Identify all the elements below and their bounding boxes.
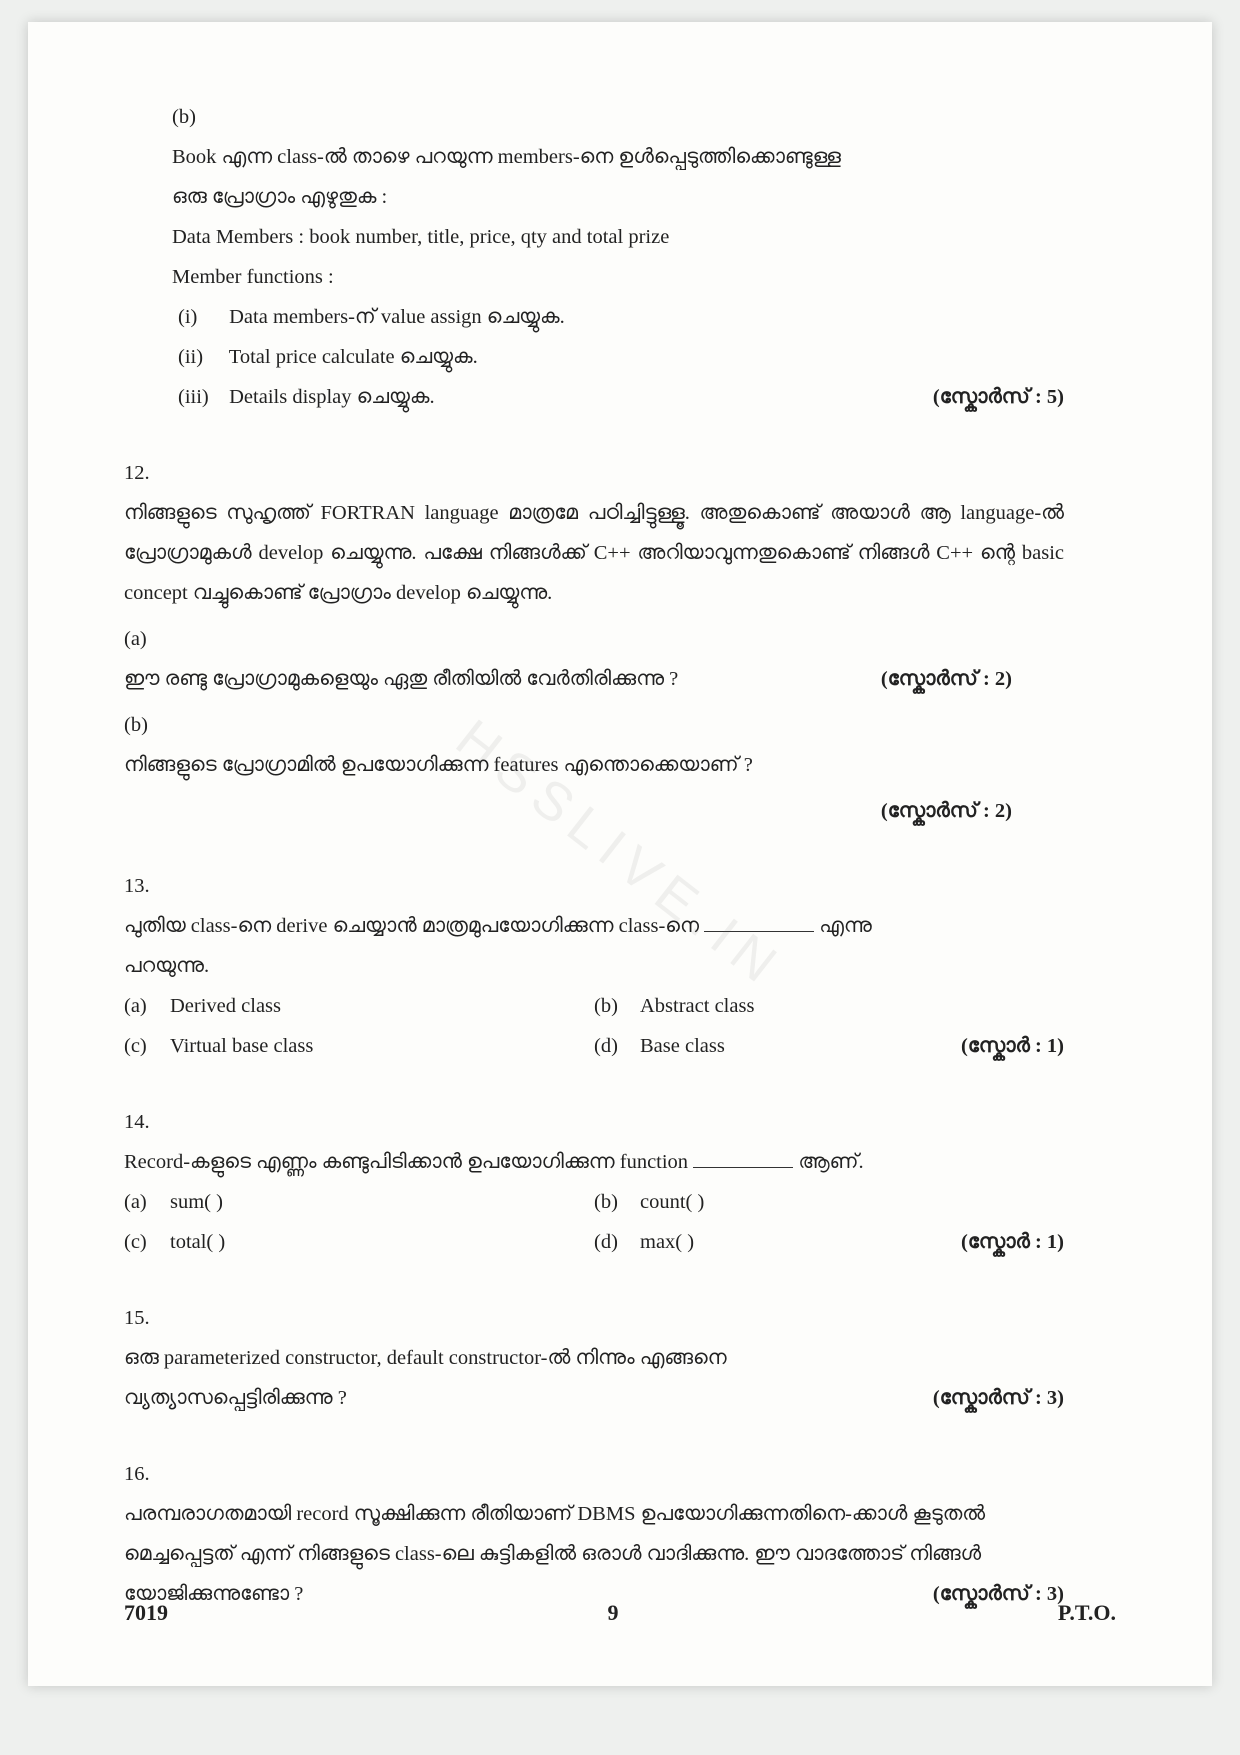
- content-area: (b) Book എന്ന class-ൽ താഴെ പറയുന്ന membe…: [124, 98, 1116, 1615]
- q12-num: 12.: [124, 454, 172, 494]
- q14-d-l: (d): [594, 1223, 640, 1263]
- q12a-score: (സ്കോർസ് : 2): [881, 660, 1012, 700]
- q13-num: 13.: [124, 867, 172, 907]
- q14-blank: [693, 1150, 793, 1168]
- q13-blank: [704, 914, 814, 932]
- q13-d-l: (d): [594, 1027, 640, 1067]
- q12: 12. നിങ്ങളുടെ സുഹൃത്ത് FORTRAN language …: [124, 454, 1116, 832]
- q13-c-l: (c): [124, 1027, 170, 1067]
- q14-a-l: (a): [124, 1183, 170, 1223]
- q13-stem-line2: പറയുന്നു.: [124, 947, 1064, 987]
- q15-line2: വ്യത്യാസപ്പെട്ടിരിക്കുന്നു ?: [124, 1387, 347, 1409]
- q13-a-t: Derived class: [170, 995, 281, 1017]
- q13-a-l: (a): [124, 987, 170, 1027]
- q16: 16. പരമ്പരാഗതമായി record സൂക്ഷിക്കുന്ന ര…: [124, 1455, 1116, 1615]
- q11b: (b) Book എന്ന class-ൽ താഴെ പറയുന്ന membe…: [124, 98, 1116, 418]
- q12a-label: (a): [124, 620, 172, 660]
- q12-body: നിങ്ങളുടെ സുഹൃത്ത് FORTRAN language മാത്…: [124, 494, 1064, 614]
- q14-stem-pre: Record-കളുടെ എണ്ണം കണ്ടുപിടിക്കാൻ ഉപയോഗി…: [124, 1151, 693, 1173]
- q12b-text: നിങ്ങളുടെ പ്രോഗ്രാമിൽ ഉപയോഗിക്കുന്ന feat…: [124, 754, 753, 776]
- q13-stem-pre: പുതിയ class-നെ derive ചെയ്യാൻ മാത്രമുപയോ…: [124, 915, 704, 937]
- q15-line1: ഒരു parameterized constructor, default c…: [124, 1339, 1064, 1379]
- q14-c-l: (c): [124, 1223, 170, 1263]
- q11b-i-text: Data members-ന് value assign ചെയ്യുക.: [229, 306, 565, 328]
- pto-label: P.T.O.: [1058, 1600, 1116, 1626]
- q11b-label: (b): [172, 98, 220, 138]
- q11b-iii-num: (iii): [178, 378, 224, 418]
- q15: 15. ഒരു parameterized constructor, defau…: [124, 1299, 1116, 1419]
- q12a-text: ഈ രണ്ടു പ്രോഗ്രാമുകളെയും ഏതു രീതിയിൽ വേർ…: [124, 668, 678, 690]
- q13-d-t: Base class: [640, 1035, 725, 1057]
- q11b-i-num: (i): [178, 298, 224, 338]
- q14-b-t: count( ): [640, 1191, 704, 1213]
- q13-b-l: (b): [594, 987, 640, 1027]
- q12b-score: (സ്കോർസ് : 2): [124, 792, 1012, 832]
- q11b-score: (സ്കോർസ് : 5): [933, 378, 1064, 418]
- q14-num: 14.: [124, 1103, 172, 1143]
- q14-d-t: max( ): [640, 1231, 694, 1253]
- q13-c-t: Virtual base class: [170, 1035, 313, 1057]
- q15-score: (സ്കോർസ് : 3): [933, 1379, 1064, 1419]
- q11b-member-functions: Member functions :: [172, 258, 1064, 298]
- q15-num: 15.: [124, 1299, 172, 1339]
- q13-stem-post: എന്നു: [814, 915, 872, 937]
- exam-page: HSSLIVE.IN (b) Book എന്ന class-ൽ താഴെ പറ…: [28, 22, 1212, 1686]
- q11b-data-members: Data Members : book number, title, price…: [172, 218, 1064, 258]
- page-footer: 7019 9 P.T.O.: [124, 1600, 1116, 1626]
- q16-body: പരമ്പരാഗതമായി record സൂക്ഷിക്കുന്ന രീതിയ…: [124, 1503, 985, 1605]
- q11b-line2: ഒരു പ്രോഗ്രാം എഴുതുക :: [172, 178, 1064, 218]
- paper-code: 7019: [124, 1600, 168, 1626]
- q14-c-t: total( ): [170, 1231, 225, 1253]
- q14-a-t: sum( ): [170, 1191, 223, 1213]
- q11b-ii-num: (ii): [178, 338, 224, 378]
- q16-num: 16.: [124, 1455, 172, 1495]
- q13-b-t: Abstract class: [640, 995, 754, 1017]
- q14-stem-post: ആണ്.: [793, 1151, 863, 1173]
- q13-score: (സ്കോർ : 1): [961, 1027, 1064, 1067]
- q14-b-l: (b): [594, 1183, 640, 1223]
- q11b-line1: Book എന്ന class-ൽ താഴെ പറയുന്ന members-ന…: [172, 138, 1064, 178]
- q13: 13. പുതിയ class-നെ derive ചെയ്യാൻ മാത്രമ…: [124, 867, 1116, 1067]
- q11b-ii-text: Total price calculate ചെയ്യുക.: [229, 346, 478, 368]
- page-number: 9: [607, 1600, 618, 1626]
- q14: 14. Record-കളുടെ എണ്ണം കണ്ടുപിടിക്കാൻ ഉപ…: [124, 1103, 1116, 1263]
- q11b-iii-text: Details display ചെയ്യുക.: [229, 386, 434, 408]
- q12b-label: (b): [124, 706, 172, 746]
- q14-score: (സ്കോർ : 1): [961, 1223, 1064, 1263]
